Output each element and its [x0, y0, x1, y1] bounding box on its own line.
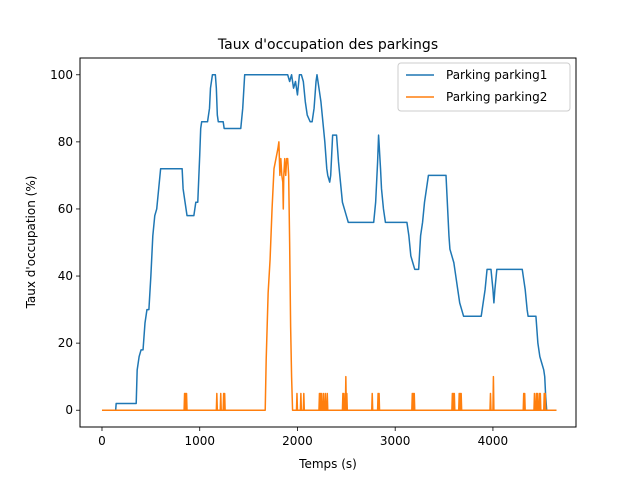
y-tick-label: 40	[58, 269, 73, 283]
x-tick-label: 0	[98, 434, 106, 448]
legend-label-parking1: Parking parking1	[446, 68, 547, 82]
x-tick-label: 3000	[380, 434, 411, 448]
y-axis-ticks: 0 20 40 60 80 100	[50, 68, 80, 417]
y-axis-label: Taux d'occupation (%)	[24, 176, 38, 310]
y-tick-label: 60	[58, 202, 73, 216]
plot-frame	[79, 57, 577, 428]
plot-lines	[101, 74, 557, 411]
x-tick-label: 4000	[478, 434, 509, 448]
x-axis-ticks: 0 1000 2000 3000 4000	[98, 427, 508, 448]
legend-box	[397, 62, 571, 112]
series-line-2	[101, 141, 557, 411]
x-tick-label: 2000	[282, 434, 313, 448]
legend-label-parking2: Parking parking2	[446, 90, 547, 104]
y-tick-label: 80	[58, 135, 73, 149]
y-tick-label: 20	[58, 336, 73, 350]
series-line-1	[101, 74, 557, 411]
legend: Parking parking1 Parking parking2	[397, 62, 571, 112]
chart-title: Taux d'occupation des parkings	[217, 37, 438, 53]
y-tick-label: 100	[50, 68, 73, 82]
y-tick-label: 0	[65, 403, 73, 417]
x-tick-label: 1000	[184, 434, 215, 448]
x-axis-label: Temps (s)	[298, 457, 357, 471]
